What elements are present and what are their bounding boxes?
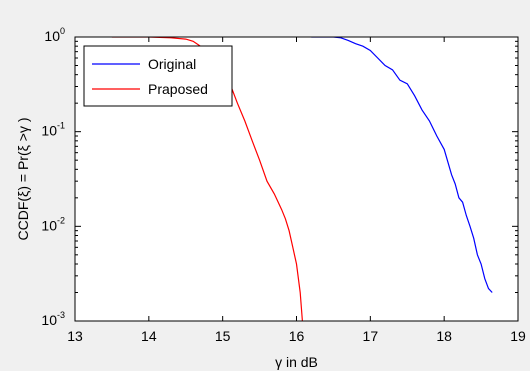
y-axis-label: CCDF(ξ) = Pr(ξ >γ ): [15, 118, 31, 241]
series-line-original: [311, 37, 493, 293]
x-tick-label: 19: [510, 328, 526, 344]
x-tick-label: 15: [215, 328, 231, 344]
x-tick-label: 16: [289, 328, 305, 344]
series-layer: [111, 37, 493, 321]
y-tick-label: 10-2: [41, 215, 65, 233]
y-tick-label: 10-3: [41, 310, 65, 328]
x-tick-label: 13: [67, 328, 83, 344]
x-tick-label: 18: [436, 328, 452, 344]
x-axis-label: γ in dB: [275, 354, 318, 370]
x-tick-label: 14: [141, 328, 157, 344]
legend-box: [83, 45, 233, 107]
legend: Original Praposed: [83, 45, 233, 107]
legend-label-original: Original: [148, 56, 196, 72]
y-tick-label: 10-1: [41, 121, 65, 139]
x-tick-label: 17: [363, 328, 379, 344]
legend-label-praposed: Praposed: [148, 81, 208, 97]
series-line-praposed: [111, 37, 303, 321]
ticks-layer: 13 14 15 16 17 18 19 100 10-1 10-2 10-3: [41, 26, 526, 344]
y-tick-label: 100: [44, 26, 65, 44]
